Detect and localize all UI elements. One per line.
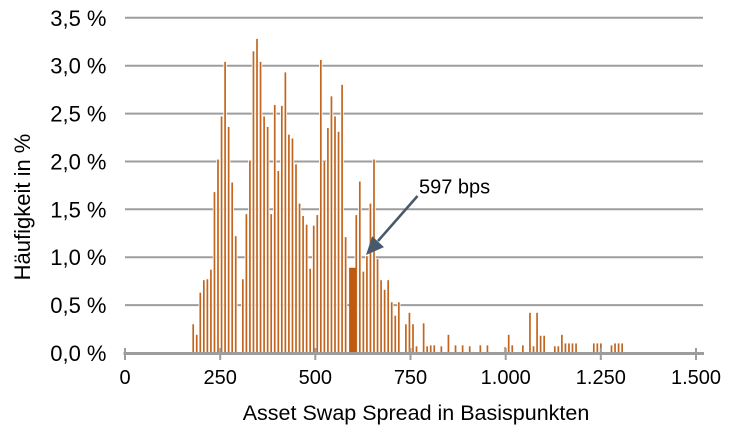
- svg-text:0,5 %: 0,5 %: [50, 293, 106, 318]
- svg-text:750: 750: [394, 367, 427, 389]
- svg-text:1.000: 1.000: [481, 367, 531, 389]
- svg-text:1.250: 1.250: [576, 367, 626, 389]
- svg-text:1,5 %: 1,5 %: [50, 197, 106, 222]
- svg-text:250: 250: [204, 367, 237, 389]
- svg-text:0: 0: [119, 367, 130, 389]
- svg-text:3,0 %: 3,0 %: [50, 54, 106, 79]
- svg-text:500: 500: [299, 367, 332, 389]
- svg-text:1.500: 1.500: [671, 367, 721, 389]
- svg-text:3,5 %: 3,5 %: [50, 6, 106, 31]
- svg-text:0,0 %: 0,0 %: [50, 341, 106, 366]
- svg-text:2,5 %: 2,5 %: [50, 102, 106, 127]
- svg-text:Asset Swap Spread in Basispunk: Asset Swap Spread in Basispunkten: [243, 401, 590, 425]
- svg-text:Häufigkeit in %: Häufigkeit in %: [10, 134, 35, 281]
- svg-text:597 bps: 597 bps: [419, 177, 490, 199]
- svg-text:2,0 %: 2,0 %: [50, 150, 106, 175]
- svg-text:1,0 %: 1,0 %: [50, 245, 106, 270]
